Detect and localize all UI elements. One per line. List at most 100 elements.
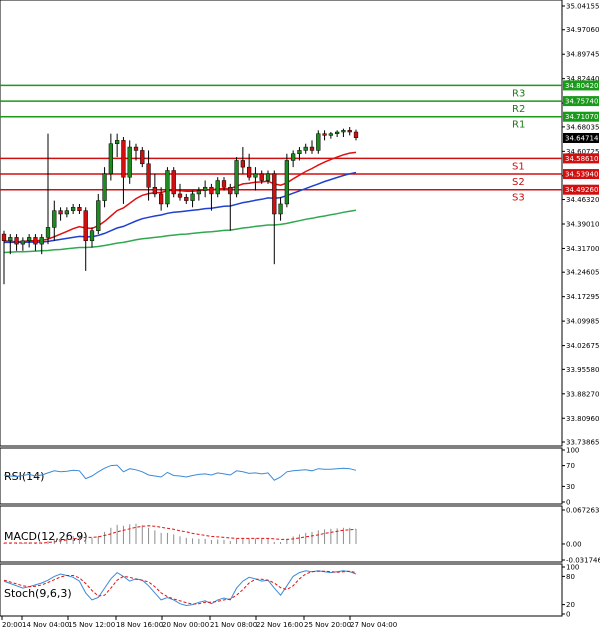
candle-body bbox=[347, 130, 352, 133]
candle-body bbox=[353, 131, 359, 138]
level-price-box-s2 bbox=[563, 169, 599, 180]
rsi-label: RSI(14) bbox=[4, 470, 44, 483]
candle-body bbox=[190, 193, 195, 201]
price-tick-label: 34.17295 bbox=[566, 293, 599, 301]
candle-body bbox=[196, 190, 201, 195]
macd-axis: 0.067263 0.00 -0.031746 bbox=[562, 507, 600, 565]
level-price-label-r3: 34.80420 bbox=[565, 82, 598, 90]
stoch-series bbox=[3, 570, 357, 607]
candle-body bbox=[228, 186, 233, 195]
candle-body bbox=[203, 186, 208, 191]
candle-body bbox=[309, 146, 315, 151]
candle-body bbox=[71, 207, 76, 211]
candle-body bbox=[159, 193, 164, 205]
candle-body bbox=[335, 131, 340, 134]
candle-body bbox=[52, 210, 57, 228]
price-tick-label: 34.60725 bbox=[566, 148, 599, 156]
time-tick-label: 20 Nov 00:00 bbox=[162, 621, 209, 629]
price-tick-label: 34.68035 bbox=[566, 123, 599, 131]
candle-body bbox=[121, 140, 126, 178]
current-price-marker: 34.64714 bbox=[563, 132, 599, 143]
level-name-r1: R1 bbox=[512, 120, 525, 131]
candle-body bbox=[259, 173, 264, 181]
stoch-label: Stoch(9,6,3) bbox=[4, 587, 72, 600]
candle-body bbox=[171, 170, 176, 195]
candle-body bbox=[291, 153, 296, 161]
time-tick-label: 27 Nov 04:00 bbox=[350, 621, 397, 629]
candle-body bbox=[96, 200, 101, 231]
price-tick-label: 34.97060 bbox=[566, 26, 599, 34]
stoch-tick-label: 80 bbox=[566, 573, 575, 581]
price-tick-label: 35.04155 bbox=[566, 3, 599, 11]
level-price-box-r2 bbox=[563, 96, 599, 107]
time-tick-label: 21 Nov 08:00 bbox=[210, 621, 257, 629]
candle-body bbox=[240, 160, 245, 168]
candle-body bbox=[27, 237, 32, 242]
candle-body bbox=[278, 203, 283, 215]
level-name-s3: S3 bbox=[512, 193, 525, 204]
level-price-label-r1: 34.71070 bbox=[565, 113, 598, 121]
price-tick-label: 34.24605 bbox=[566, 269, 599, 277]
candle-body bbox=[45, 227, 51, 238]
rsi-axis: 100 70 30 0 bbox=[562, 447, 579, 507]
rsi-line bbox=[3, 464, 357, 481]
time-tick-label: 22 Nov 16:00 bbox=[256, 621, 303, 629]
macd-tick-label: -0.031746 bbox=[566, 557, 600, 565]
macd-tick-label: 0.00 bbox=[566, 540, 582, 548]
candle-body bbox=[1, 233, 7, 242]
price-tick-label: 34.39010 bbox=[566, 221, 599, 229]
price-tick-label: 34.31700 bbox=[566, 245, 599, 253]
price-tick-label: 33.73865 bbox=[566, 439, 599, 447]
candle-body bbox=[316, 133, 321, 151]
stoch-panel-frame bbox=[0, 563, 563, 617]
candle-body bbox=[253, 173, 258, 178]
level-price-box-r3 bbox=[563, 80, 599, 91]
candle-body bbox=[14, 237, 19, 245]
candle-body bbox=[234, 160, 239, 195]
candle-body bbox=[328, 133, 333, 136]
level-name-r3: R3 bbox=[512, 88, 525, 99]
macd-panel-frame bbox=[0, 505, 563, 563]
rsi-tick-label: 70 bbox=[566, 462, 575, 470]
level-price-box-s3 bbox=[563, 184, 599, 195]
stoch-tick-label: 0 bbox=[566, 611, 570, 619]
level-price-label-s1: 34.58610 bbox=[565, 155, 598, 163]
current-price-box bbox=[563, 132, 599, 143]
level-price-label-r2: 34.75740 bbox=[565, 98, 598, 106]
rsi-line bbox=[3, 464, 357, 481]
current-price-label: 34.64714 bbox=[565, 134, 599, 142]
level-name-s2: S2 bbox=[512, 177, 525, 188]
candle-body bbox=[115, 140, 120, 144]
candle-body bbox=[33, 237, 38, 245]
macd-label: MACD(12,26,9) bbox=[4, 530, 88, 543]
candle-body bbox=[152, 186, 157, 195]
price-tick-label: 33.80960 bbox=[566, 415, 599, 423]
level-name-s1: S1 bbox=[512, 161, 525, 172]
candle-body bbox=[265, 173, 271, 181]
stoch-k-line bbox=[3, 570, 357, 607]
candle-body bbox=[184, 197, 189, 201]
level-price-label-s3: 34.49260 bbox=[565, 186, 598, 194]
stoch-tick-label: 100 bbox=[566, 564, 579, 572]
candle-body bbox=[209, 186, 214, 195]
candle-body bbox=[215, 180, 220, 195]
price-panel-frame bbox=[0, 0, 563, 447]
candle-body bbox=[177, 193, 183, 198]
candle-body bbox=[8, 237, 13, 242]
candle-body bbox=[102, 173, 107, 201]
price-tick-label: 33.95580 bbox=[566, 366, 599, 374]
rsi-tick-label: 30 bbox=[566, 483, 575, 491]
candle-body bbox=[303, 146, 308, 151]
rsi-tick-label: 100 bbox=[566, 447, 579, 455]
time-tick-label: 15 Nov 12:00 bbox=[68, 621, 115, 629]
level-price-box-s1 bbox=[563, 153, 599, 164]
candle-body bbox=[297, 150, 302, 155]
macd-signal-line bbox=[4, 525, 357, 544]
time-tick-label: 20:00 bbox=[2, 621, 22, 629]
macd-tick-label: 0.067263 bbox=[566, 507, 599, 515]
candle-body bbox=[165, 170, 170, 205]
candle-body bbox=[341, 130, 346, 133]
